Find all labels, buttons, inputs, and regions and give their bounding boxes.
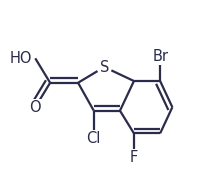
Text: Cl: Cl	[86, 131, 101, 146]
Text: HO: HO	[9, 51, 32, 66]
Text: F: F	[130, 150, 138, 165]
Text: S: S	[100, 59, 109, 75]
Text: Br: Br	[152, 49, 168, 64]
Text: O: O	[29, 100, 41, 115]
